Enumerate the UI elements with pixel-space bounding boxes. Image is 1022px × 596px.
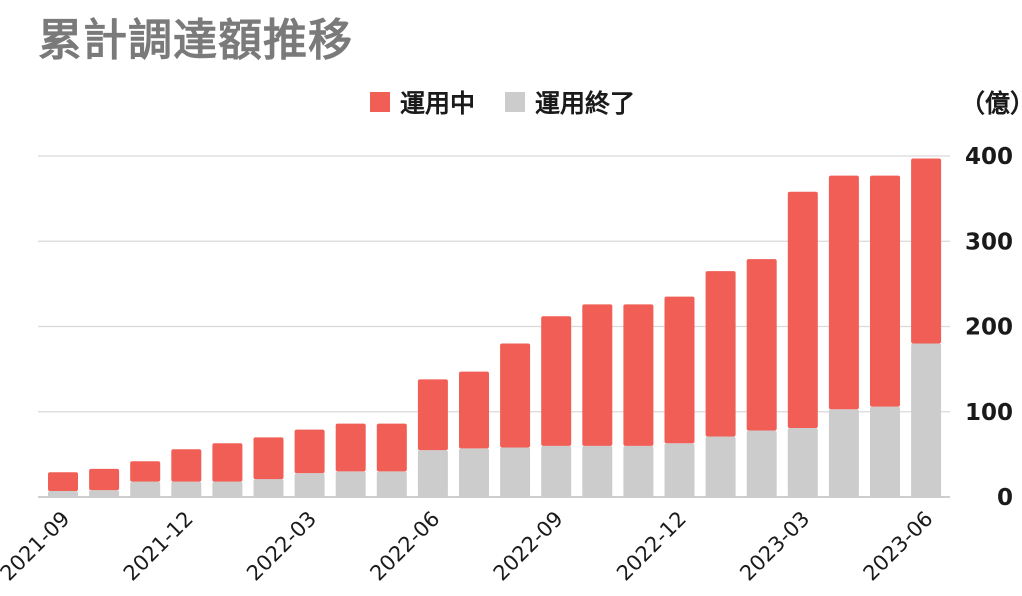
bar-active	[89, 468, 120, 491]
bar-ended	[746, 430, 777, 497]
y-tick-label: 100	[965, 400, 1013, 426]
x-tick-label: 2023-03	[735, 507, 814, 586]
bar-ended	[623, 445, 654, 497]
bar-ended	[294, 473, 325, 497]
y-tick-label: 300	[965, 229, 1013, 255]
y-tick-label: 200	[965, 315, 1013, 341]
bar-active	[582, 304, 613, 446]
bar-active	[48, 472, 78, 492]
x-tick-label: 2022-12	[612, 507, 691, 586]
bar-ended	[459, 448, 489, 497]
bar-ended	[417, 450, 448, 497]
x-tick-label: 2021-09	[0, 507, 75, 586]
bar-ended	[171, 481, 202, 497]
bar-active	[459, 371, 489, 449]
bar-ended	[870, 406, 900, 497]
bars	[48, 158, 942, 497]
y-axis-unit-label: （億）	[960, 89, 1022, 118]
legend-label-active: 運用中	[400, 89, 476, 118]
bar-active	[130, 461, 161, 482]
y-tick-label: 400	[965, 144, 1013, 170]
legend-item-active: 運用中	[370, 84, 475, 120]
legend-item-ended: 運用終了	[505, 84, 635, 120]
bar-active	[705, 271, 736, 437]
bar-ended	[541, 445, 572, 497]
bar-ended	[376, 471, 407, 497]
bar-active	[664, 296, 695, 444]
x-tick-label: 2023-06	[859, 507, 938, 586]
bar-ended	[787, 427, 818, 497]
bar-ended	[705, 436, 736, 497]
bar-active	[541, 316, 572, 446]
bar-ended	[48, 491, 78, 497]
y-axis: 0 100 200 300 400	[965, 144, 1013, 511]
bar-active	[171, 449, 202, 482]
bar-ended	[582, 445, 613, 497]
bar-ended	[828, 409, 859, 497]
bar-active	[828, 175, 859, 410]
legend-label-ended: 運用終了	[535, 89, 636, 118]
y-tick-label: 0	[997, 485, 1013, 511]
bar-active	[335, 423, 366, 472]
bar-active	[253, 437, 284, 480]
legend: 運用中 運用終了	[370, 84, 665, 120]
bar-active	[787, 191, 818, 428]
bar-active	[870, 175, 900, 407]
bar-ended	[500, 447, 531, 497]
bar-active	[911, 158, 942, 344]
bar-active	[623, 304, 654, 446]
bar-active	[500, 343, 531, 448]
bar-ended	[212, 481, 243, 497]
bar-active	[417, 379, 448, 451]
x-tick-label: 2022-09	[489, 507, 568, 586]
bar-ended	[89, 490, 120, 497]
x-tick-label: 2022-06	[365, 507, 444, 586]
chart-title: 累計調達額推移	[38, 15, 353, 66]
x-axis: 2021-09 2021-12 2022-03 2022-06 2022-09 2022-…	[0, 507, 938, 586]
legend-swatch-active	[370, 92, 390, 112]
bar-ended	[335, 471, 366, 497]
legend-swatch-ended	[505, 92, 526, 112]
bar-active	[212, 443, 243, 482]
x-tick-label: 2022-03	[242, 507, 321, 586]
bar-ended	[130, 481, 161, 497]
bar-ended	[911, 343, 942, 497]
bar-active	[746, 259, 777, 431]
bar-active	[376, 423, 407, 472]
bar-ended	[664, 443, 695, 497]
x-tick-label: 2021-12	[119, 507, 198, 586]
bar-ended	[253, 479, 284, 497]
bar-active	[294, 429, 325, 474]
